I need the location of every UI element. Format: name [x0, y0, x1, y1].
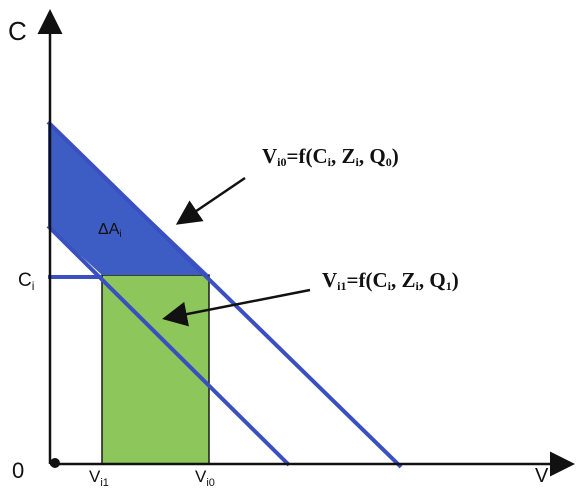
- equation-vi1: Vi1=f(Ci, Zi, Q1): [322, 268, 459, 293]
- origin-dot: [50, 458, 60, 468]
- x-axis-label: V: [535, 465, 549, 487]
- ci-label: Ci: [18, 270, 34, 293]
- arrow-to-vi0-line: [175, 176, 246, 225]
- equation-vi0: Vi0=f(Ci, Zi, Q0): [262, 144, 399, 169]
- origin-label: 0: [12, 458, 24, 483]
- delta-area-label: ΔAi: [98, 221, 122, 240]
- line-vi0: [46, 120, 403, 469]
- y-axis-label: C: [8, 16, 27, 46]
- vi0-label: Vi0: [195, 467, 215, 489]
- arrow-to-rectangle: [162, 288, 311, 327]
- line-vi1: [46, 224, 291, 467]
- vi1-label: Vi1: [89, 467, 109, 489]
